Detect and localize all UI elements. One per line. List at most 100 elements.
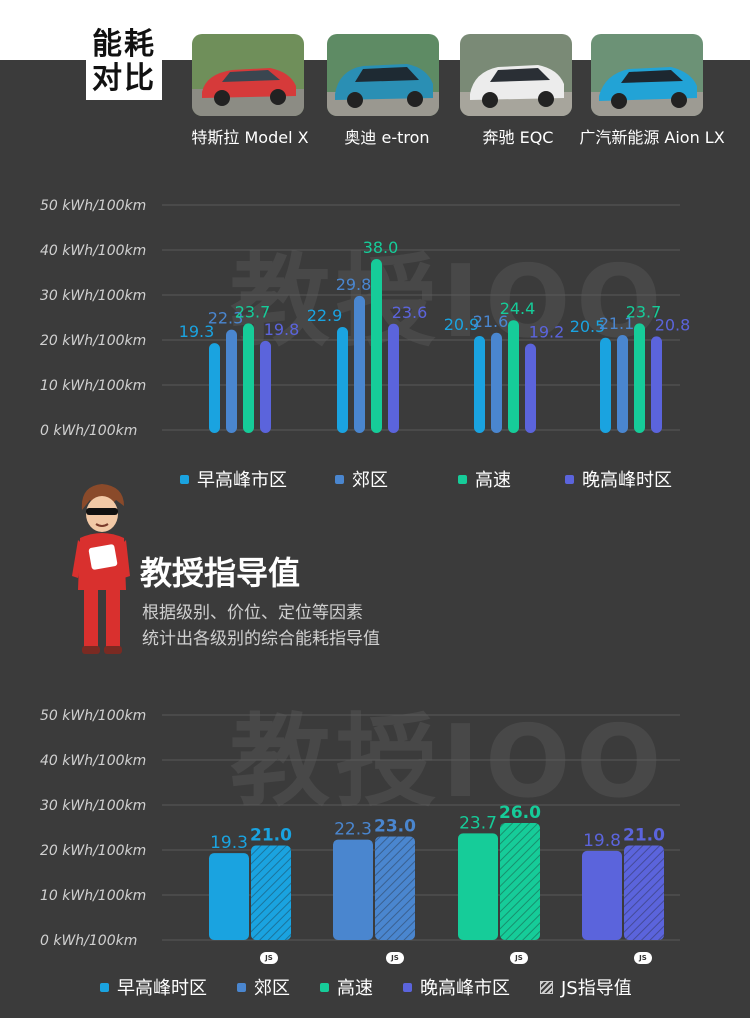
bar-value-label: 19.3: [179, 322, 215, 341]
legend-swatch: [335, 474, 344, 484]
legend-swatch: [458, 474, 467, 484]
bar-value-label: 19.8: [583, 831, 621, 851]
y-tick-label: 10 kWh/100km: [40, 378, 146, 394]
bar-value-label: 19.8: [264, 320, 300, 339]
chart1-legend: 早高峰市区 郊区 高速 晚高峰时区: [180, 466, 672, 492]
bar-郊区: [226, 329, 237, 433]
legend-item-suburban: 郊区: [237, 974, 290, 1000]
legend-item-highway: 高速: [320, 974, 373, 1000]
y-tick-label: 40 kWh/100km: [40, 753, 146, 769]
y-tick-label: 20 kWh/100km: [40, 333, 146, 349]
bar-value-label: 24.4: [500, 299, 536, 318]
legend-item-highway: 高速: [458, 466, 511, 492]
bar-measured: [458, 833, 498, 940]
watermark-2: 教授IOO: [230, 703, 668, 820]
bar-js-guide: [624, 845, 664, 940]
legend-item-morning: 早高峰市区: [180, 466, 287, 492]
legend-item-evening: 晚高峰市区: [403, 974, 510, 1000]
bar-measured: [333, 839, 373, 940]
bar-value-label: 19.2: [529, 323, 565, 342]
bar-value-label: 21.0: [250, 826, 292, 846]
y-tick-label: 50 kWh/100km: [40, 708, 146, 724]
legend-label: 高速: [475, 470, 511, 491]
legend-item-suburban: 郊区: [335, 466, 388, 492]
bar-郊区: [491, 332, 502, 433]
section-title: 教授指导值: [140, 554, 301, 592]
car-photo-audi: [327, 34, 439, 116]
bar-早高峰市区: [209, 343, 220, 433]
legend-label: 郊区: [352, 470, 388, 491]
bar-value-label: 23.7: [235, 302, 271, 321]
bar-郊区: [354, 295, 365, 433]
section-description: 根据级别、价位、定位等因素 统计出各级别的综合能耗指导值: [142, 600, 380, 652]
bar-measured: [209, 853, 249, 940]
legend-item-evening: 晚高峰时区: [565, 466, 672, 492]
professor-mascot-icon: [72, 484, 130, 654]
legend-swatch: [403, 982, 412, 992]
bar-value-label: 21.1: [599, 314, 635, 333]
car-photo-tesla: [192, 34, 304, 116]
y-tick-label: 0 kWh/100km: [40, 933, 137, 949]
js-tag: JS: [510, 952, 528, 964]
bar-value-label: 20.5: [570, 317, 606, 336]
page-title: 能耗 对比: [86, 28, 162, 100]
bar-value-label: 21.0: [623, 826, 665, 846]
legend-swatch: [320, 982, 329, 992]
js-tag: JS: [386, 952, 404, 964]
bar-js-guide: [375, 836, 415, 940]
bar-高速: [508, 320, 519, 433]
bar-value-label: 23.7: [459, 813, 497, 833]
js-tag: JS: [634, 952, 652, 964]
bar-value-label: 23.0: [374, 817, 416, 837]
y-tick-label: 50 kWh/100km: [40, 198, 146, 214]
legend-label: 晚高峰市区: [420, 978, 510, 999]
legend-label: 高速: [337, 978, 373, 999]
bar-value-label: 22.3: [208, 309, 244, 328]
title-line-2: 对比: [92, 61, 156, 96]
bar-value-label: 19.3: [210, 833, 248, 853]
bar-value-label: 20.8: [655, 315, 691, 334]
bar-晚高峰时区: [525, 343, 536, 433]
legend-swatch: [100, 982, 109, 992]
bar-value-label: 29.8: [336, 275, 372, 294]
bar-高速: [634, 323, 645, 433]
legend-item-js-guide: JS指导值: [540, 974, 632, 1000]
bar-value-label: 22.9: [307, 306, 343, 325]
bar-高速: [243, 323, 254, 433]
bar-value-label: 38.0: [363, 238, 399, 257]
y-tick-label: 10 kWh/100km: [40, 888, 146, 904]
legend-label: 早高峰市区: [197, 470, 287, 491]
bar-value-label: 23.6: [392, 303, 428, 322]
y-tick-label: 30 kWh/100km: [40, 288, 146, 304]
car-label-tesla: 特斯拉 Model X: [191, 128, 309, 147]
car-label-aion: 广汽新能源 Aion LX: [579, 128, 725, 147]
legend-item-morning: 早高峰时区: [100, 974, 207, 1000]
y-tick-label: 40 kWh/100km: [40, 243, 146, 259]
y-tick-label: 0 kWh/100km: [40, 423, 137, 439]
legend-swatch-hatched: [540, 980, 553, 994]
bar-早高峰市区: [474, 335, 485, 433]
legend-swatch: [237, 982, 246, 992]
y-tick-label: 20 kWh/100km: [40, 843, 146, 859]
bar-measured: [582, 850, 622, 940]
bar-js-guide: [251, 845, 291, 940]
car-label-audi: 奥迪 e-tron: [344, 128, 430, 147]
js-tag: JS: [260, 952, 278, 964]
section-desc-line-2: 统计出各级别的综合能耗指导值: [142, 629, 380, 649]
legend-swatch: [180, 474, 189, 484]
car-photo-benz: [460, 34, 572, 116]
bar-早高峰市区: [337, 326, 348, 433]
bar-value-label: 21.6: [473, 312, 509, 331]
car-label-benz: 奔驰 EQC: [482, 128, 554, 147]
chart2-legend: 早高峰时区 郊区 高速 晚高峰市区 JS指导值: [100, 974, 632, 1000]
legend-label: 早高峰时区: [117, 978, 207, 999]
bar-js-guide: [500, 823, 540, 940]
energy-consumption-chart: 0 kWh/100km 10 kWh/100km 20 kWh/100km 30 kW…: [40, 198, 691, 439]
section-desc-line-1: 根据级别、价位、定位等因素: [142, 603, 363, 623]
bar-郊区: [617, 335, 628, 433]
legend-swatch: [565, 474, 574, 484]
y-tick-label: 30 kWh/100km: [40, 798, 146, 814]
bar-晚高峰时区: [651, 336, 662, 433]
bar-value-label: 23.7: [626, 302, 662, 321]
bar-value-label: 22.3: [334, 820, 372, 840]
